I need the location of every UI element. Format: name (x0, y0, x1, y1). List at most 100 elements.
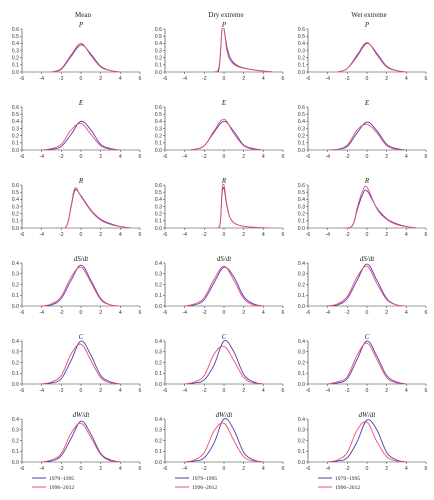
x-tick-label: 0 (366, 154, 369, 160)
x-tick-label: 0 (80, 310, 83, 316)
panel-c-col3: -6 -4 -2 0 2 4 6 0.0 0.1 0.2 0.3 0.4 C (298, 333, 428, 394)
series-line-1979-1995 (213, 28, 274, 72)
x-tick-label: 6 (139, 154, 142, 160)
y-tick-label: 0.6 (155, 183, 162, 189)
x-tick-label: 0 (366, 232, 369, 238)
series-line-1979-1995 (184, 266, 264, 306)
x-tick-label: -2 (202, 76, 207, 82)
y-tick-label: 0.2 (12, 438, 19, 444)
y-tick-label: 0.2 (12, 282, 19, 288)
x-tick-label: 6 (282, 388, 285, 394)
x-tick-label: 4 (405, 232, 408, 238)
column-title-wet-extreme: Wet extreme (351, 11, 386, 19)
x-tick-label: -4 (182, 76, 187, 82)
series-line-1996-2012 (327, 421, 407, 462)
panel-ds-dt-col2: -6 -4 -2 0 2 4 6 0.0 0.1 0.2 0.3 0.4 dS/dt (155, 255, 285, 316)
x-tick-label: 6 (139, 76, 142, 82)
x-tick-label: 0 (80, 232, 83, 238)
legend-label: 1996–2012 (192, 485, 217, 491)
x-tick-label: -4 (325, 232, 330, 238)
y-tick-label: 0.4 (155, 261, 162, 267)
y-tick-label: 0.2 (298, 55, 305, 61)
panel-title-c: C (222, 333, 227, 341)
x-tick-label: -6 (20, 76, 25, 82)
x-tick-label: 2 (385, 388, 388, 394)
x-tick-label: 6 (425, 154, 428, 160)
x-tick-label: -4 (325, 154, 330, 160)
y-tick-label: 0.2 (155, 282, 162, 288)
y-tick-label: 0.6 (155, 105, 162, 111)
y-tick-label: 0.0 (155, 226, 162, 232)
panel-title-p: P (221, 21, 227, 29)
x-tick-label: 4 (405, 154, 408, 160)
y-tick-label: 0.1 (12, 293, 19, 299)
x-tick-label: 2 (385, 310, 388, 316)
y-tick-label: 0.2 (155, 133, 162, 139)
y-tick-label: 0.0 (298, 70, 305, 76)
legend-label: 1979–1995 (192, 476, 217, 482)
x-tick-label: 0 (223, 310, 226, 316)
legend-col1: 1979–1995 1996–2012 (32, 476, 74, 491)
x-tick-label: -6 (306, 466, 311, 472)
series-line-1979-1995 (41, 120, 121, 150)
panel-title-dw-dt: dW/dt (216, 411, 234, 419)
panel-title-dw-dt: dW/dt (359, 411, 377, 419)
panel-title-r: R (364, 177, 370, 185)
series-line-1996-2012 (184, 422, 264, 462)
x-tick-label: 4 (405, 76, 408, 82)
x-tick-label: 0 (80, 466, 83, 472)
y-tick-label: 0.2 (155, 55, 162, 61)
x-tick-label: 6 (139, 232, 142, 238)
y-tick-label: 0.1 (298, 293, 305, 299)
y-tick-label: 0.4 (12, 197, 19, 203)
panel-ds-dt-col3: -6 -4 -2 0 2 4 6 0.0 0.1 0.2 0.3 0.4 dS/dt (298, 255, 428, 316)
y-tick-label: 0.1 (12, 371, 19, 377)
series-line-1996-2012 (41, 422, 121, 462)
y-tick-label: 0.6 (298, 105, 305, 111)
x-tick-label: 6 (282, 76, 285, 82)
x-tick-label: 2 (385, 154, 388, 160)
y-tick-label: 0.6 (155, 27, 162, 33)
x-tick-label: -4 (39, 466, 44, 472)
panel-e-col1: -6 -4 -2 0 2 4 6 0.00.1 0.20.30.40.50.6 E (12, 99, 142, 160)
series-line-1979-1995 (184, 120, 264, 150)
x-tick-label: -6 (163, 76, 168, 82)
y-tick-label: 0.2 (298, 360, 305, 366)
x-tick-label: -4 (325, 76, 330, 82)
x-tick-label: -2 (59, 466, 64, 472)
y-tick-label: 0.0 (12, 460, 19, 466)
x-tick-label: -6 (163, 466, 168, 472)
y-tick-label: 0.0 (155, 460, 162, 466)
x-tick-label: 6 (425, 76, 428, 82)
x-tick-label: -6 (20, 232, 25, 238)
y-tick-label: 0.4 (12, 417, 19, 423)
panel-r-col2: -6 -4 -2 0 2 4 6 0.00.1 0.20.30.40.50.6 R (155, 177, 285, 238)
series-line-1979-1995 (184, 340, 264, 384)
x-tick-label: 6 (425, 232, 428, 238)
y-tick-label: 0.4 (12, 119, 19, 125)
x-tick-label: -2 (345, 388, 350, 394)
x-tick-label: -4 (39, 154, 44, 160)
x-tick-label: 0 (223, 466, 226, 472)
panel-title-p: P (364, 21, 370, 29)
x-tick-label: -6 (163, 154, 168, 160)
x-tick-label: 2 (99, 76, 102, 82)
y-tick-label: 0.2 (12, 133, 19, 139)
panel-e-col2: -6 -4 -2 0 2 4 6 0.00.1 0.20.30.40.50.6 E (155, 99, 285, 160)
y-tick-label: 0.2 (298, 211, 305, 217)
y-tick-label: 0.3 (298, 48, 305, 54)
series-line-1996-2012 (56, 187, 131, 228)
x-tick-label: -6 (306, 232, 311, 238)
y-tick-label: 0.3 (12, 204, 19, 210)
x-tick-label: 6 (425, 388, 428, 394)
panel-grid: -6 -4 -2 0 2 4 60.00.10.20.30.40.50.6P-6 -4 -2 0 2… (12, 21, 428, 472)
panel-c-col1: -6 -4 -2 0 2 4 6 0.0 0.1 0.2 0.3 0.4 C (12, 333, 142, 394)
series-line-1996-2012 (337, 42, 407, 72)
panel-title-ds-dt: dS/dt (360, 255, 375, 263)
x-tick-label: -4 (39, 232, 44, 238)
y-tick-label: 0.1 (155, 449, 162, 455)
x-tick-label: 2 (242, 154, 245, 160)
y-tick-label: 0.0 (298, 304, 305, 310)
y-tick-label: 0.0 (298, 382, 305, 388)
x-tick-label: 0 (80, 388, 83, 394)
